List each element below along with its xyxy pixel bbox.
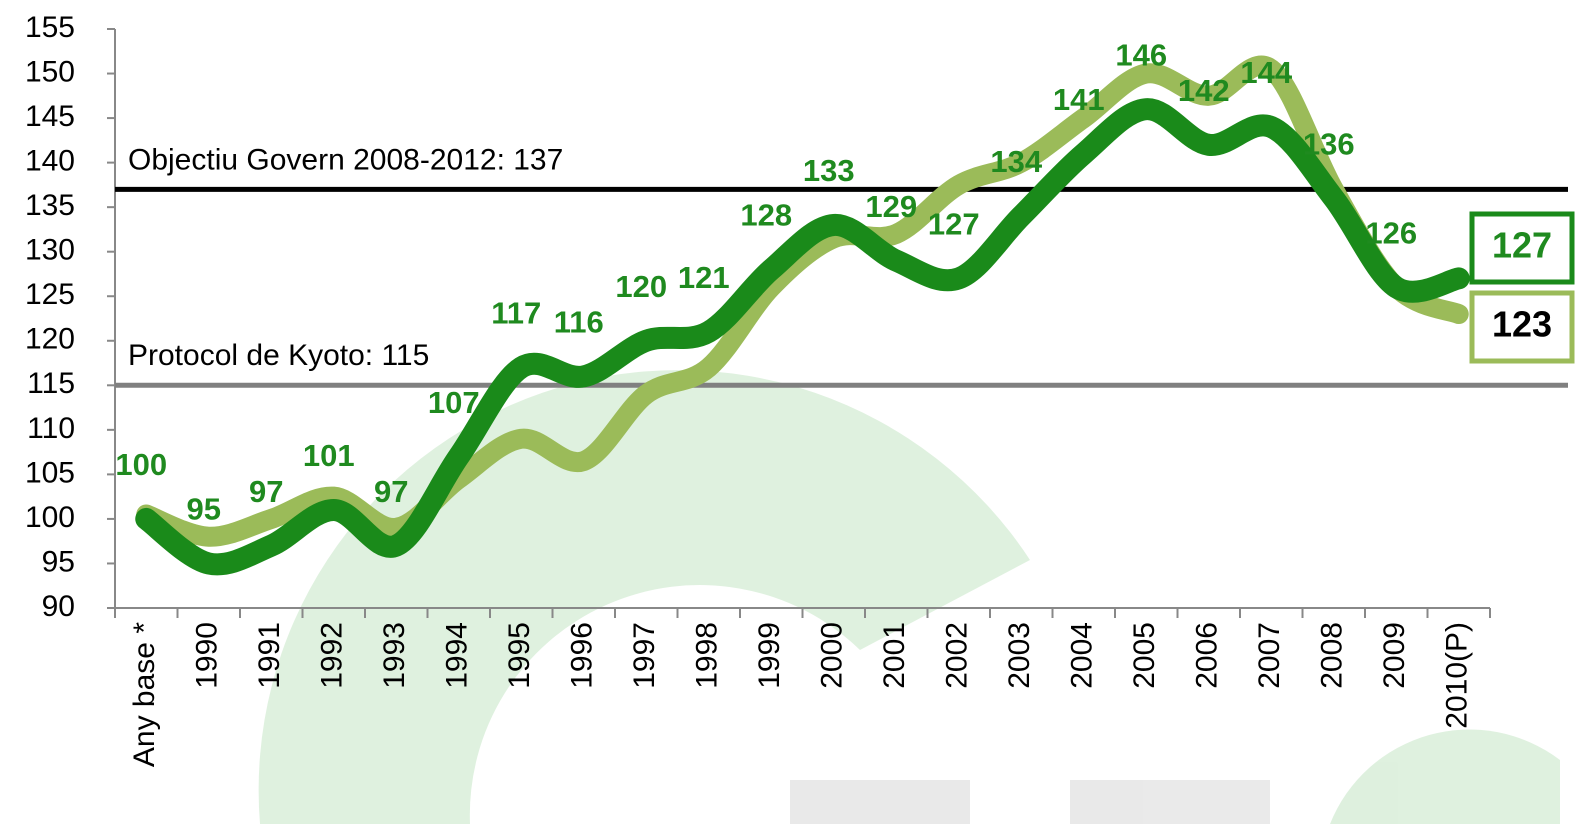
y-tick-label: 105 [25,456,75,489]
y-tick-label: 110 [27,412,75,445]
x-tick-label: Any base * [128,622,161,767]
series-line [136,55,1469,547]
x-tick-label: 2001 [878,622,911,689]
x-tick-label: 1992 [316,622,349,689]
y-tick-label: 115 [27,367,75,400]
x-tick-label: 1999 [753,622,786,689]
y-tick-label: 140 [25,145,75,178]
y-tick-label: 100 [25,501,75,534]
x-tick-label: 2004 [1066,622,1099,689]
data-label: 128 [740,198,792,233]
y-tick-label: 145 [25,100,75,133]
x-tick-label: 2006 [1191,622,1224,689]
data-label: 107 [428,385,480,420]
y-tick-label: 155 [25,11,75,44]
reference-label: Objectiu Govern 2008-2012: 137 [128,143,563,176]
x-tick-label: 1998 [691,622,724,689]
x-tick-label: 1997 [628,622,661,689]
x-tick-label: 2005 [1128,622,1161,689]
data-label: 95 [187,492,221,527]
end-value-box [1469,290,1575,364]
y-tick-label: 150 [25,55,75,88]
x-tick-label: 1996 [566,622,599,689]
x-tick-label: 2002 [941,622,974,689]
y-tick-label: 125 [25,278,75,311]
x-tick-label: 2007 [1253,622,1286,689]
y-tick-label: 135 [25,189,75,222]
reference-label: Protocol de Kyoto: 115 [128,339,429,372]
background-logo [258,370,1560,824]
x-tick-label: 2010(P) [1441,622,1474,729]
end-value-label: 123 [1492,304,1552,345]
x-tick-label: 2000 [816,622,849,689]
y-tick-label: 95 [42,545,75,578]
data-label: 121 [678,260,730,295]
data-label: 97 [374,474,408,509]
x-tick-label: 1993 [378,622,411,689]
data-label: 142 [1178,73,1230,108]
data-label: 144 [1240,55,1292,90]
series-line [135,98,1470,576]
data-label: 120 [615,269,667,304]
data-label: 101 [303,438,355,473]
data-label: 134 [990,144,1042,179]
data-label: 100 [115,447,167,482]
data-label: 126 [1365,216,1417,251]
x-tick-label: 2003 [1003,622,1036,689]
x-tick-label: 1991 [253,622,286,689]
data-label: 129 [865,189,917,224]
end-value-box [1469,211,1575,285]
end-value-label: 127 [1492,225,1552,266]
data-label: 146 [1115,37,1167,72]
x-tick-label: 2008 [1316,622,1349,689]
y-tick-label: 90 [42,590,75,623]
y-tick-label: 130 [25,234,75,267]
y-tick-label: 120 [25,323,75,356]
data-label: 127 [928,207,980,242]
data-label: 141 [1053,82,1105,117]
data-label: 133 [803,153,855,188]
data-label: 116 [554,305,604,340]
x-tick-label: 1990 [191,622,224,689]
x-tick-label: 1995 [503,622,536,689]
x-tick-label: 2009 [1378,622,1411,689]
data-label: 97 [249,474,283,509]
data-label: 117 [491,296,541,331]
data-label: 136 [1303,126,1355,161]
x-tick-label: 1994 [441,622,474,689]
